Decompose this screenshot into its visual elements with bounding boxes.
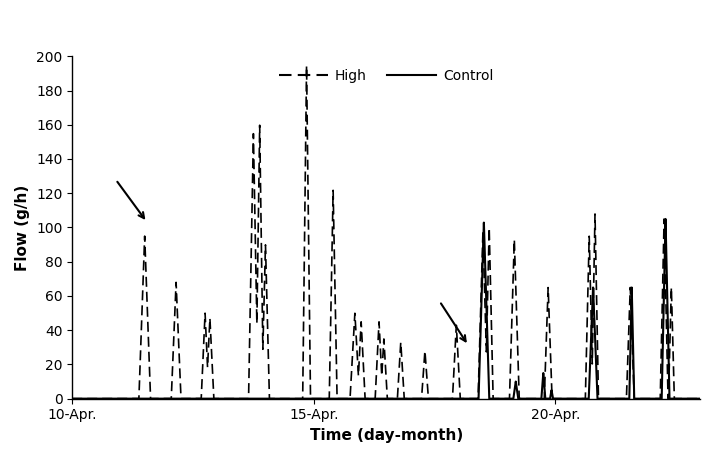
Y-axis label: Flow (g/h): Flow (g/h): [15, 184, 30, 271]
Legend: High, Control: High, Control: [274, 63, 499, 88]
X-axis label: Time (day-month): Time (day-month): [310, 428, 463, 443]
